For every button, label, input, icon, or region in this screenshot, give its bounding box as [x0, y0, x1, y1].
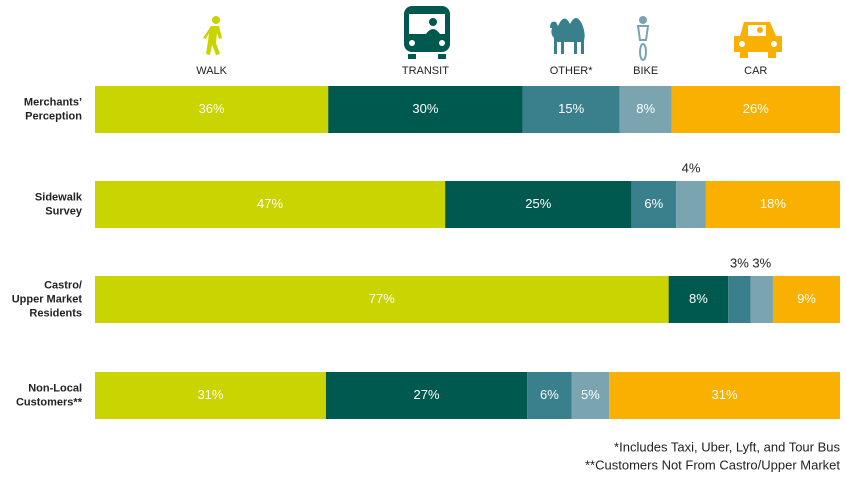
transit-icon — [404, 6, 450, 59]
value-label: 4% — [682, 160, 701, 175]
legend-label: WALK — [196, 65, 227, 77]
bar-segment — [571, 372, 610, 419]
bar-segment — [95, 181, 446, 228]
category-label: Upper Market — [12, 293, 83, 305]
category-label: Merchants’ — [24, 96, 82, 108]
value-label: 15% — [558, 101, 584, 116]
category-label: Sidewalk — [35, 191, 83, 203]
value-label: 8% — [689, 291, 708, 306]
bar-segment — [325, 372, 528, 419]
category-label: Non-Local — [28, 382, 82, 394]
bar-segment — [328, 86, 523, 133]
value-label: 77% — [369, 291, 395, 306]
value-label: 31% — [712, 387, 738, 402]
bar-segment — [772, 276, 840, 323]
category-label: Survey — [45, 205, 83, 217]
legend-label: TRANSIT — [402, 65, 449, 77]
bar-segment — [671, 86, 840, 133]
value-label: 27% — [414, 387, 440, 402]
bar-segment — [750, 276, 773, 323]
value-label: 6% — [540, 387, 559, 402]
category-label: Perception — [25, 110, 82, 122]
bar-segment — [95, 372, 326, 419]
walk-icon — [203, 16, 222, 55]
legend-label: OTHER* — [550, 65, 594, 77]
value-label: 25% — [525, 196, 551, 211]
footnote: **Customers Not From Castro/Upper Market — [585, 457, 840, 472]
value-label: 3% — [752, 255, 771, 270]
legend-label: BIKE — [633, 65, 658, 77]
value-label: 5% — [581, 387, 600, 402]
value-label: 8% — [636, 101, 655, 116]
value-label: 31% — [197, 387, 223, 402]
value-label: 18% — [760, 196, 786, 211]
value-label: 3% — [730, 255, 749, 270]
other-icon — [550, 18, 585, 54]
bar-segment — [522, 86, 620, 133]
value-label: 30% — [412, 101, 438, 116]
bar-segment — [95, 276, 669, 323]
bar-segment — [445, 181, 632, 228]
bar-segment — [527, 372, 572, 419]
bar-segment — [728, 276, 751, 323]
footnote: *Includes Taxi, Uber, Lyft, and Tour Bus — [614, 439, 840, 454]
legend-label: CAR — [744, 65, 767, 77]
bar-segment — [705, 181, 840, 228]
bar-segment — [619, 86, 672, 133]
bar-segment — [609, 372, 840, 419]
value-label: 26% — [743, 101, 769, 116]
value-label: 9% — [797, 291, 816, 306]
bar-segment — [631, 181, 677, 228]
bar-segment — [95, 86, 329, 133]
category-label: Customers** — [16, 396, 83, 408]
category-label: Residents — [29, 307, 82, 319]
value-label: 36% — [199, 101, 225, 116]
bike-icon — [636, 16, 650, 61]
value-label: 47% — [257, 196, 283, 211]
category-label: Castro/ — [44, 279, 82, 291]
value-label: 6% — [644, 196, 663, 211]
car-icon — [734, 22, 782, 58]
bar-segment — [668, 276, 729, 323]
bar-segment — [676, 181, 706, 228]
